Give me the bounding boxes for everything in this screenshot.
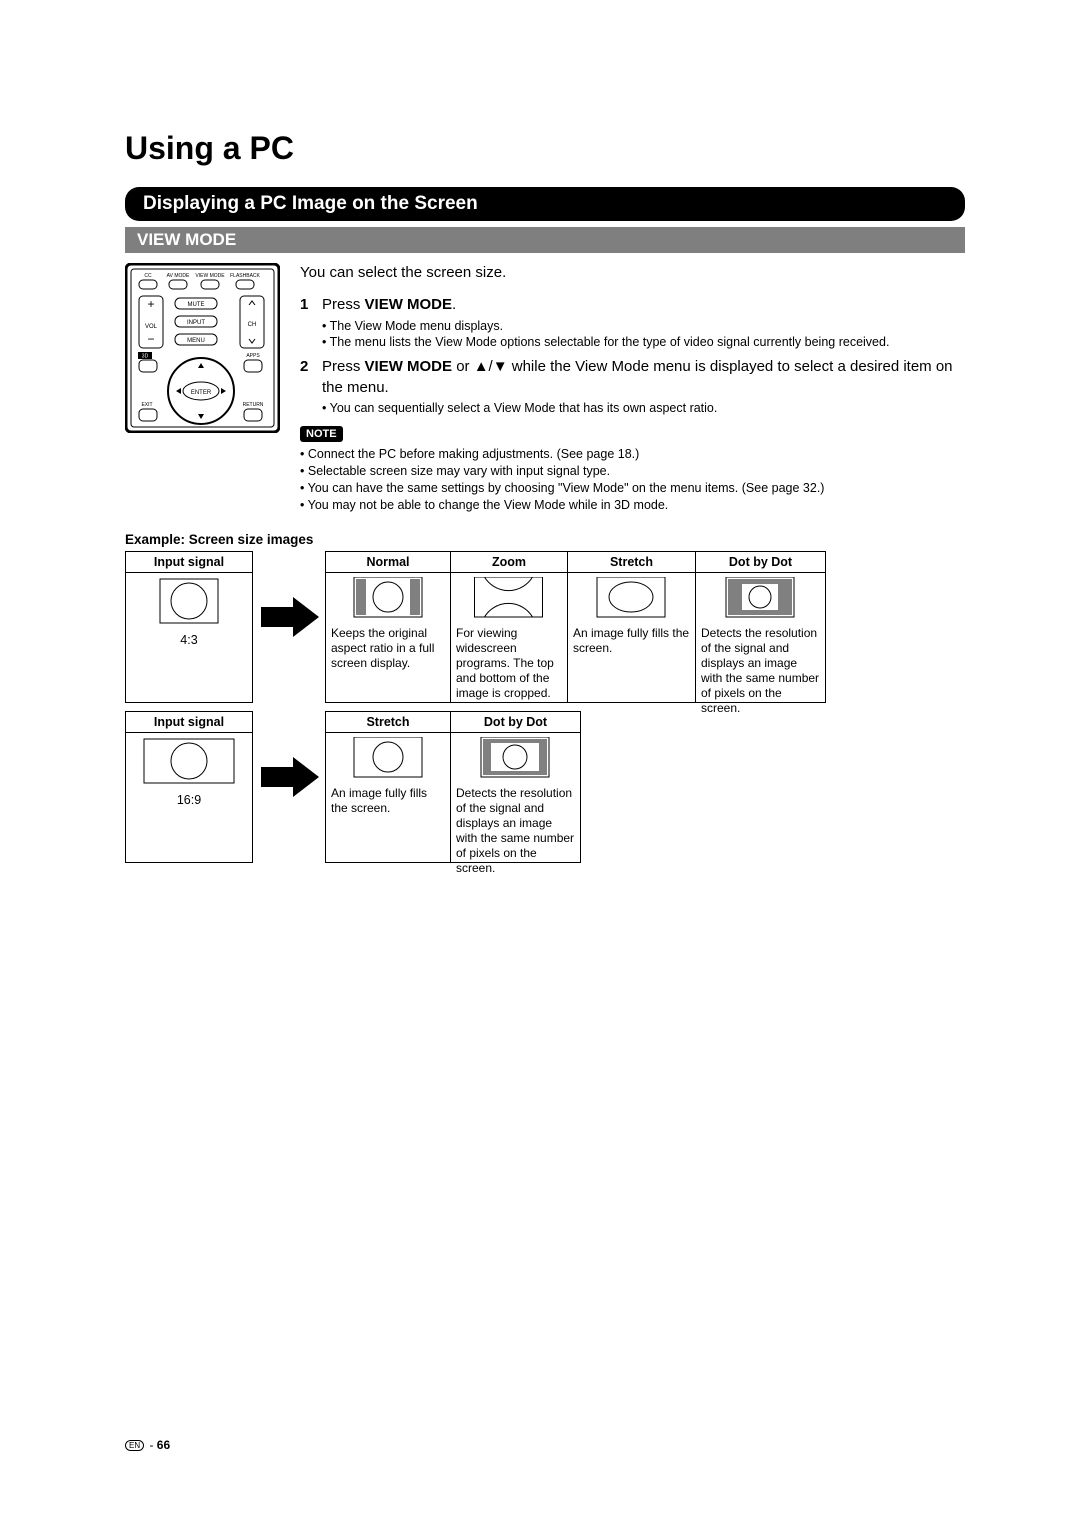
arrow-icon — [253, 711, 325, 861]
mode-row: Input signal 16:9 Stretch An image fully… — [125, 711, 965, 863]
step-body: Press VIEW MODE or ▲/▼ while the View Mo… — [322, 357, 965, 416]
remote-3d-label: 3D — [142, 354, 149, 360]
input-signal-label: 16:9 — [177, 793, 201, 807]
mode-body: Detects the resolution of the signal and… — [696, 573, 826, 703]
input-signal-label: 4:3 — [180, 633, 197, 647]
page-number: 66 — [157, 1438, 170, 1452]
step-number: 1 — [300, 295, 314, 351]
intro-text: You can select the screen size. — [300, 263, 965, 283]
mode-desc: For viewing widescreen programs. The top… — [456, 626, 562, 701]
section-heading: Displaying a PC Image on the Screen — [125, 187, 965, 221]
mode-body: For viewing widescreen programs. The top… — [451, 573, 568, 703]
step-body: Press VIEW MODE.The View Mode menu displ… — [322, 295, 965, 351]
svg-text:−: − — [147, 332, 154, 346]
mode-body: Keeps the original aspect ratio in a ful… — [325, 573, 451, 703]
mode-body: Detects the resolution of the signal and… — [451, 733, 581, 863]
input-header: Input signal — [125, 551, 253, 573]
subsection-heading: VIEW MODE — [125, 227, 965, 253]
page-footer: EN - 66 — [125, 1438, 170, 1452]
page-title: Using a PC — [125, 130, 965, 167]
mode-header: Stretch — [568, 551, 696, 573]
svg-text:+: + — [147, 297, 154, 311]
input-signal-box: 16:9 — [125, 733, 253, 863]
remote-input-label: INPUT — [187, 320, 205, 326]
step-number: 2 — [300, 357, 314, 416]
mode-desc: Detects the resolution of the signal and… — [701, 626, 820, 716]
example-title: Example: Screen size images — [125, 532, 965, 547]
remote-ch-label: CH — [248, 322, 257, 328]
remote-apps-label: APPS — [246, 353, 260, 359]
remote-menu-label: MENU — [187, 338, 205, 344]
remote-mute-label: MUTE — [188, 302, 205, 308]
remote-illustration: CC AV MODE VIEW MODE FLASHBACK + VOL − C… — [125, 263, 280, 514]
mode-desc: Detects the resolution of the signal and… — [456, 786, 575, 876]
lang-badge: EN — [125, 1440, 144, 1451]
remote-label-cc: CC — [144, 273, 152, 279]
remote-label-avmode: AV MODE — [167, 273, 190, 279]
mode-desc: An image fully fills the screen. — [331, 786, 445, 816]
mode-header: Zoom — [451, 551, 568, 573]
mode-header: Dot by Dot — [696, 551, 826, 573]
note-badge: NOTE — [300, 426, 343, 443]
remote-enter-label: ENTER — [191, 390, 212, 396]
mode-header: Normal — [325, 551, 451, 573]
step: 2Press VIEW MODE or ▲/▼ while the View M… — [300, 357, 965, 416]
input-signal-box: 4:3 — [125, 573, 253, 703]
step: 1Press VIEW MODE.The View Mode menu disp… — [300, 295, 965, 351]
remote-label-flashback: FLASHBACK — [230, 273, 260, 279]
mode-body: An image fully fills the screen. — [325, 733, 451, 863]
mode-desc: Keeps the original aspect ratio in a ful… — [331, 626, 445, 671]
input-header: Input signal — [125, 711, 253, 733]
mode-body: An image fully fills the screen. — [568, 573, 696, 703]
remote-vol-label: VOL — [145, 324, 158, 330]
remote-return-label: RETURN — [243, 402, 264, 408]
remote-exit-label: EXIT — [141, 402, 152, 408]
mode-header: Stretch — [325, 711, 451, 733]
mode-desc: An image fully fills the screen. — [573, 626, 690, 656]
note-list: Connect the PC before making adjustments… — [300, 446, 965, 514]
mode-header: Dot by Dot — [451, 711, 581, 733]
mode-row: Input signal 4:3 Normal Keeps the origin… — [125, 551, 965, 703]
remote-label-viewmode: VIEW MODE — [195, 273, 225, 279]
instructions-block: You can select the screen size. 1Press V… — [300, 263, 965, 514]
arrow-icon — [253, 551, 325, 701]
